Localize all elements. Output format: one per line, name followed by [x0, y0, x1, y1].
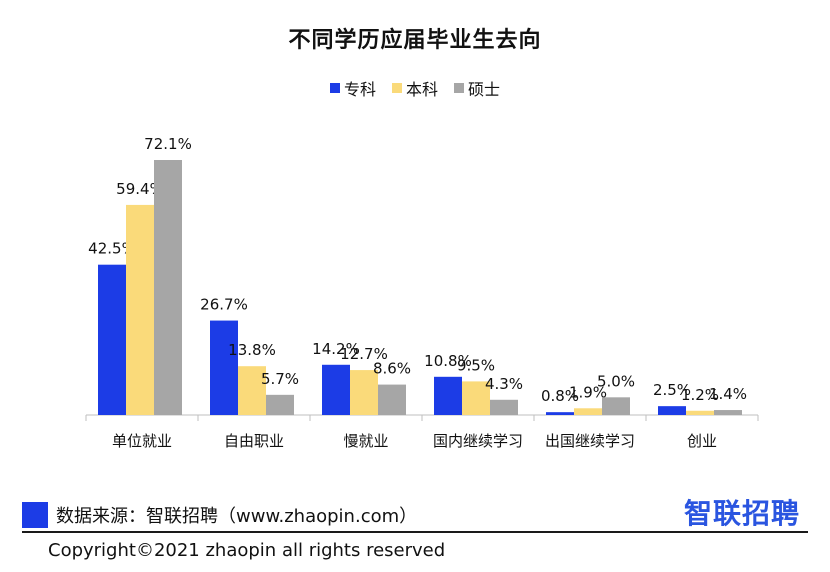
bar-3-1	[462, 381, 490, 415]
bar-2-1	[350, 370, 378, 415]
legend-item-zhuanke: 专科	[329, 76, 376, 100]
legend-item-benke: 本科	[391, 76, 438, 100]
bar-1-2	[266, 394, 294, 415]
data-label-2-0: 14.2%	[312, 340, 360, 358]
data-label-3-1: 9.5%	[457, 356, 495, 374]
data-label-0-1: 59.4%	[116, 180, 164, 198]
bar-5-1	[686, 410, 714, 415]
bar-0-0	[98, 264, 126, 415]
legend-item-shuoshi: 硕士	[454, 76, 500, 100]
legend-label-shuoshi: 硕士	[468, 80, 501, 99]
data-label-3-0: 10.8%	[424, 352, 472, 370]
category-label-1: 自由职业	[224, 432, 284, 450]
data-label-0-0: 42.5%	[88, 240, 136, 258]
bar-0-1	[126, 204, 154, 415]
chart-title: 不同学历应届毕业生去向	[288, 28, 542, 53]
category-label-5: 创业	[687, 432, 717, 450]
data-label-4-2: 5.0%	[597, 372, 635, 390]
category-label-2: 慢就业	[343, 432, 388, 450]
data-label-1-1: 13.8%	[228, 341, 276, 359]
legend-label-benke: 本科	[405, 80, 438, 99]
legend-swatch-shuoshi	[454, 83, 464, 93]
bar-0-2	[154, 160, 182, 415]
source-bar: 数据来源：智联招聘（www.zhaopin.com）	[22, 502, 417, 528]
bar-2-2	[378, 384, 406, 415]
bar-1-1	[238, 366, 266, 415]
data-label-1-2: 5.7%	[261, 370, 299, 388]
data-label-3-2: 4.3%	[485, 375, 523, 393]
bar-5-2	[714, 410, 742, 415]
category-label-4: 出国继续学习	[545, 432, 635, 450]
legend: 专科 本科 硕士	[0, 76, 830, 100]
data-label-5-1: 1.2%	[681, 386, 719, 404]
bar-3-2	[490, 399, 518, 415]
data-label-5-2: 1.4%	[709, 385, 747, 403]
data-label-2-1: 12.7%	[340, 345, 388, 363]
source-marker	[22, 502, 48, 528]
data-label-0-2: 72.1%	[144, 135, 192, 153]
data-label-5-0: 2.5%	[653, 381, 691, 399]
bar-3-0	[434, 376, 462, 415]
bar-chart: 42.5% 59.4% 72.1% 单位就业 26.7% 13.8% 5.7% 自由职业 14.…	[85, 135, 759, 450]
bar-5-0	[658, 406, 686, 415]
legend-label-zhuanke: 专科	[343, 80, 376, 99]
bar-4-2	[602, 397, 630, 415]
data-label-2-2: 8.6%	[373, 360, 411, 378]
category-label-3: 国内继续学习	[433, 432, 523, 450]
legend-swatch-benke	[391, 83, 402, 93]
bar-2-0	[322, 364, 350, 415]
data-label-4-1: 1.9%	[569, 383, 607, 401]
source-text: 数据来源：智联招聘（www.zhaopin.com）	[56, 506, 418, 527]
bar-1-0	[210, 320, 238, 415]
brand-logo: 智联招聘	[683, 497, 800, 530]
category-label-0: 单位就业	[112, 432, 172, 450]
bar-4-1	[574, 408, 602, 415]
bar-4-0	[546, 412, 574, 415]
legend-swatch-zhuanke	[329, 83, 340, 93]
copyright-text: Copyright©2021 zhaopin all rights reserv…	[48, 540, 446, 561]
footer-divider	[22, 531, 808, 533]
data-label-1-0: 26.7%	[200, 296, 248, 314]
data-label-4-0: 0.8%	[541, 387, 579, 405]
